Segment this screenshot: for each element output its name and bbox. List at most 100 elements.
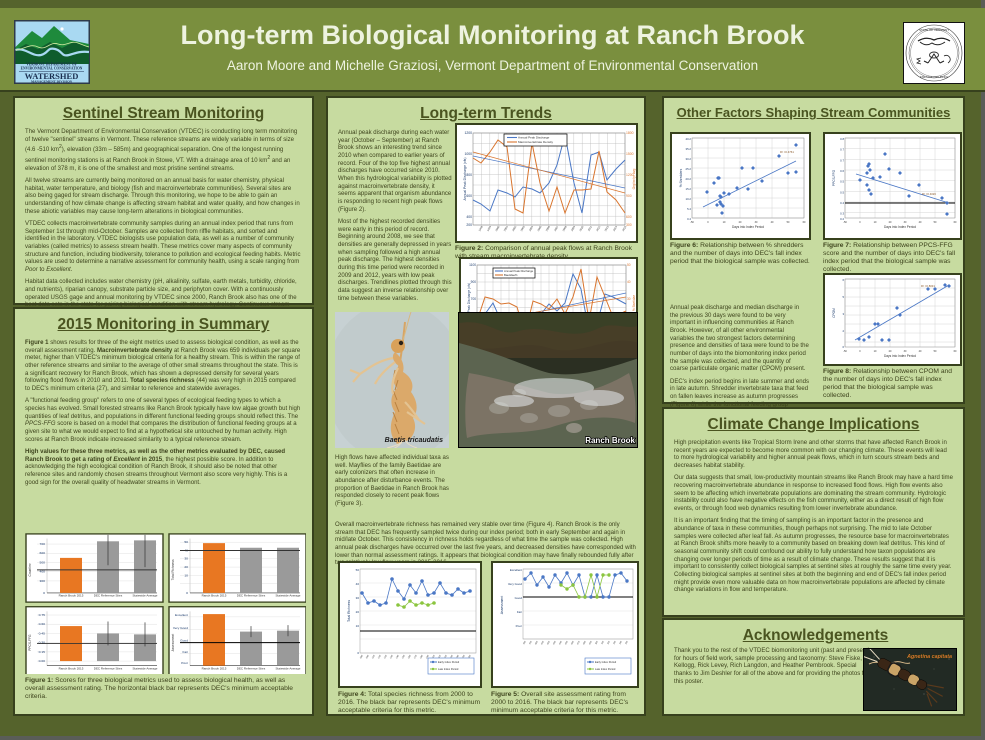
svg-text:0.15: 0.15: [39, 650, 46, 654]
svg-text:Statewide Average: Statewide Average: [133, 594, 158, 598]
svg-text:50: 50: [184, 540, 188, 544]
svg-text:CPOM: CPOM: [832, 308, 836, 318]
svg-text:0: 0: [357, 651, 359, 655]
svg-text:R² =0.8031: R² =0.8031: [921, 284, 935, 288]
svg-text:DEC Reference Sites: DEC Reference Sites: [237, 594, 266, 598]
svg-text:0: 0: [859, 350, 861, 353]
svg-text:07E: 07E: [414, 654, 418, 659]
svg-text:% Shredders: % Shredders: [679, 168, 683, 187]
svg-text:Good: Good: [180, 639, 188, 643]
svg-text:10: 10: [356, 624, 360, 628]
svg-text:10: 10: [874, 350, 877, 353]
svg-text:30: 30: [904, 221, 907, 224]
svg-text:700: 700: [40, 542, 46, 546]
svg-text:30: 30: [184, 557, 188, 561]
svg-text:2002: 2002: [511, 225, 518, 232]
svg-text:60: 60: [803, 221, 806, 224]
svg-text:20: 20: [889, 350, 892, 353]
svg-text:03E: 03E: [553, 640, 557, 645]
svg-text:400: 400: [40, 570, 46, 574]
svg-text:40: 40: [771, 221, 774, 224]
svg-text:Annual Peak Discharge (cfs): Annual Peak Discharge (cfs): [463, 158, 467, 201]
svg-text:02E: 02E: [547, 640, 551, 645]
svg-text:Days into Index Period: Days into Index Period: [884, 354, 916, 358]
svg-text:% Baetidae: % Baetidae: [632, 295, 636, 312]
svg-text:0.60: 0.60: [39, 622, 46, 626]
svg-text:08E: 08E: [583, 640, 587, 645]
svg-text:40: 40: [919, 221, 922, 224]
svg-text:12E: 12E: [607, 640, 611, 645]
svg-text:Statewide Average: Statewide Average: [133, 667, 158, 671]
svg-text:500: 500: [40, 561, 46, 565]
svg-text:600: 600: [466, 194, 472, 198]
svg-text:20: 20: [184, 565, 188, 569]
svg-text:0.00: 0.00: [39, 659, 46, 663]
svg-text:05E: 05E: [402, 654, 406, 659]
svg-text:13E: 13E: [613, 640, 617, 645]
svg-text:2006: 2006: [545, 225, 552, 232]
svg-text:Days into Index Period: Days into Index Period: [884, 225, 916, 229]
svg-text:Agnetina capitata: Agnetina capitata: [906, 654, 952, 660]
svg-text:04E: 04E: [559, 640, 563, 645]
svg-text:Fair: Fair: [517, 610, 522, 614]
svg-text:Ranch Brook 2015: Ranch Brook 2015: [59, 667, 84, 671]
svg-text:1200: 1200: [464, 131, 472, 135]
svg-text:50: 50: [627, 263, 631, 267]
svg-text:5: 5: [842, 295, 844, 299]
svg-text:14E: 14E: [619, 640, 623, 645]
svg-text:Baetis tricaudatis: Baetis tricaudatis: [385, 437, 443, 444]
svg-text:2004: 2004: [528, 225, 535, 232]
svg-text:R² =0.4761: R² =0.4761: [780, 150, 794, 154]
svg-text:2010: 2010: [578, 225, 585, 232]
svg-text:10: 10: [184, 573, 188, 577]
svg-text:0.45: 0.45: [39, 631, 46, 635]
svg-text:5.2: 5.2: [687, 207, 691, 211]
svg-text:Late Index Period: Late Index Period: [595, 667, 616, 671]
svg-text:0.3: 0.3: [840, 212, 844, 216]
svg-text:40.2: 40.2: [686, 137, 692, 141]
svg-text:1000: 1000: [464, 152, 472, 156]
svg-text:99E: 99E: [366, 654, 370, 659]
svg-text:0: 0: [43, 591, 45, 595]
svg-text:0.8: 0.8: [840, 137, 844, 141]
svg-text:2011: 2011: [587, 225, 594, 232]
svg-text:06E: 06E: [571, 640, 575, 645]
svg-text:10E: 10E: [595, 640, 599, 645]
svg-text:10.2: 10.2: [686, 197, 692, 201]
svg-text:Assessment: Assessment: [500, 596, 504, 615]
svg-text:Total Richness: Total Richness: [347, 600, 351, 622]
svg-text:0.7: 0.7: [840, 158, 844, 162]
svg-text:Ranch Brook 2015: Ranch Brook 2015: [202, 667, 227, 671]
svg-text:15E: 15E: [625, 640, 629, 645]
svg-text:MANAGEMENT DIVISION: MANAGEMENT DIVISION: [31, 80, 73, 84]
svg-text:2003: 2003: [519, 225, 526, 232]
svg-text:Excellent: Excellent: [175, 613, 188, 617]
svg-text:2001: 2001: [503, 225, 510, 232]
svg-text:Late Index Period: Late Index Period: [438, 667, 459, 671]
svg-text:Statewide Average: Statewide Average: [276, 667, 301, 671]
svg-text:60: 60: [954, 221, 957, 224]
svg-text:600: 600: [40, 551, 46, 555]
svg-text:99E: 99E: [529, 640, 533, 645]
svg-text:20: 20: [739, 221, 742, 224]
svg-text:1800: 1800: [626, 131, 634, 135]
svg-text:04E: 04E: [396, 654, 400, 659]
svg-text:05E: 05E: [565, 640, 569, 645]
svg-text:07E: 07E: [577, 640, 581, 645]
svg-text:30: 30: [755, 221, 758, 224]
svg-text:50: 50: [356, 568, 360, 572]
svg-text:2014: 2014: [612, 225, 619, 232]
svg-text:30: 30: [356, 596, 360, 600]
svg-text:20: 20: [889, 221, 892, 224]
svg-text:Early Index Period: Early Index Period: [595, 660, 617, 664]
svg-text:0.4: 0.4: [840, 201, 844, 205]
svg-text:98E: 98E: [523, 640, 527, 645]
svg-text:2008: 2008: [561, 225, 568, 232]
svg-text:1100: 1100: [469, 263, 476, 267]
svg-text:6: 6: [842, 278, 844, 282]
svg-text:2007: 2007: [553, 225, 560, 232]
svg-text:Baetidae%: Baetidae%: [504, 273, 518, 277]
svg-text:11E: 11E: [601, 640, 605, 645]
svg-text:Total Richness: Total Richness: [171, 559, 175, 580]
svg-text:2005: 2005: [536, 225, 543, 232]
